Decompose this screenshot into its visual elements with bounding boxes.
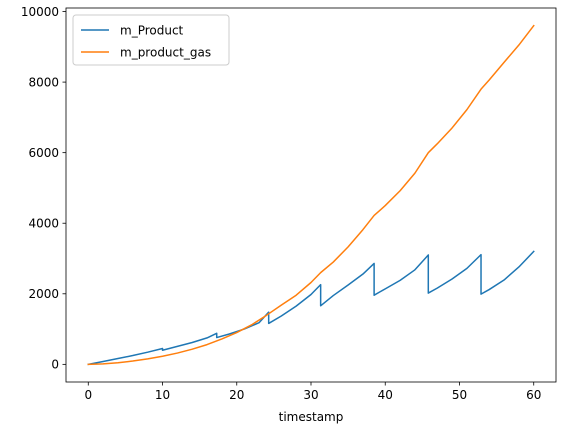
y-tick-label: 10000 <box>21 5 59 19</box>
y-tick-label: 0 <box>51 358 59 372</box>
x-tick-label: 10 <box>155 388 170 402</box>
series-line-m-product <box>87 250 535 366</box>
x-tick-label: 40 <box>378 388 393 402</box>
legend-label: m_Product <box>120 23 184 37</box>
y-tick-label: 4000 <box>28 217 59 231</box>
x-tick-label: 60 <box>526 388 541 402</box>
x-axis-title: timestamp <box>279 410 344 424</box>
x-tick-label: 20 <box>229 388 244 402</box>
legend: m_Product m_product_gas <box>72 14 230 66</box>
y-tick-label: 2000 <box>28 287 59 301</box>
plot-area <box>87 24 535 366</box>
x-tick-label: 30 <box>303 388 318 402</box>
axes: 0 10 20 30 40 50 60 0 2000 4000 6000 8000 10000 <box>21 5 557 402</box>
y-tick-label: 6000 <box>28 146 59 160</box>
y-tick-label: 8000 <box>28 75 59 89</box>
x-tick-label: 0 <box>84 388 92 402</box>
x-tick-label: 50 <box>452 388 467 402</box>
legend-label: m_product_gas <box>120 45 211 59</box>
legend-box <box>72 14 230 66</box>
series-line-m-product-gas <box>87 24 535 366</box>
